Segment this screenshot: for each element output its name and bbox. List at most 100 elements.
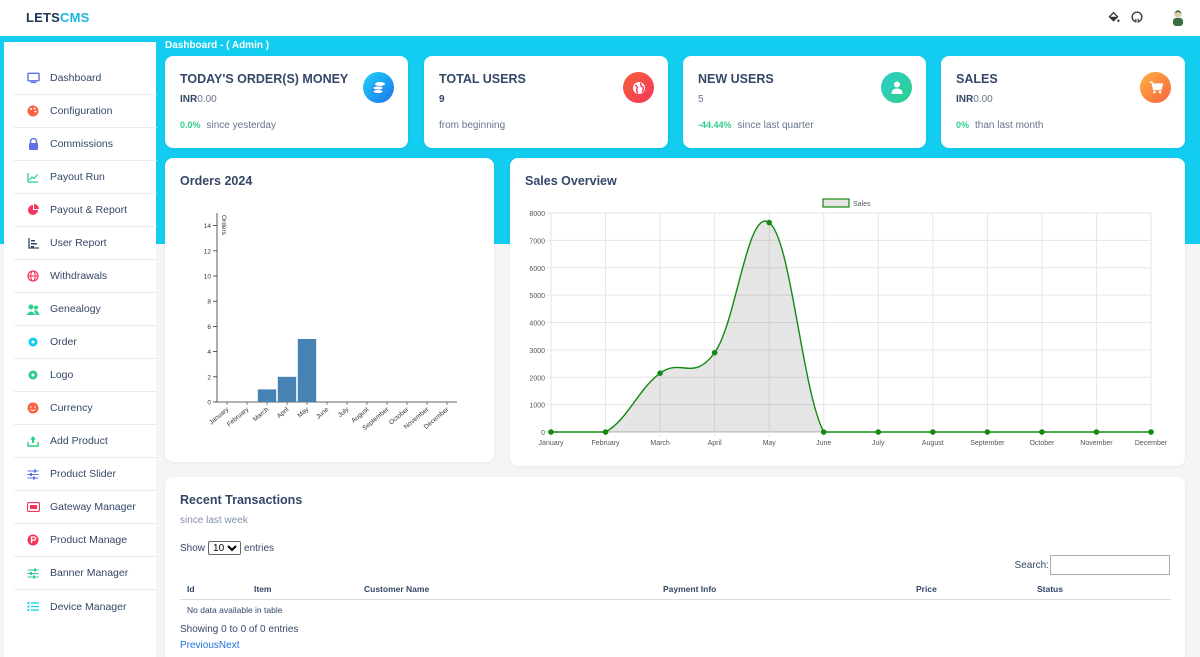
sidebar-item-order[interactable]: Order	[14, 326, 157, 359]
atom-icon	[26, 335, 40, 349]
header-actions	[1106, 8, 1186, 26]
sales-chart-title: Sales Overview	[525, 174, 617, 188]
stat-footer: since last quarter	[737, 120, 814, 131]
column-header-customer-name[interactable]: Customer Name	[357, 579, 656, 600]
entries-select[interactable]: 10	[208, 541, 242, 555]
stat-currency: INR	[956, 94, 974, 105]
data-point	[1093, 429, 1100, 435]
sidebar-item-label: Logo	[50, 369, 74, 381]
sidebar-item-genealogy[interactable]: Genealogy	[14, 293, 157, 326]
sidebar-item-label: Device Manager	[50, 600, 127, 613]
sidebar-item-dashboard[interactable]: Dashboard	[14, 62, 157, 95]
stat-value-line: INR0.00	[180, 94, 217, 105]
y-tick-label: 0	[207, 400, 211, 407]
breadcrumb: Dashboard - ( Admin )	[165, 40, 270, 51]
table-header-row: Id Item Customer Name Payment Info Price…	[180, 579, 1171, 600]
search-control: Search:	[1015, 555, 1170, 575]
column-header-price[interactable]: Price	[909, 579, 1030, 600]
user-avatar[interactable]	[1170, 8, 1186, 26]
y-tick-label: 6	[207, 324, 211, 331]
github-icon[interactable]	[1130, 10, 1144, 24]
palette-icon	[26, 104, 40, 118]
sidebar-item-add-product[interactable]: Add Product	[14, 425, 157, 458]
transactions-subtitle: since last week	[180, 515, 248, 526]
column-header-status[interactable]: Status	[1030, 579, 1171, 600]
x-tick-label: September	[970, 440, 1005, 447]
sidebar-item-label: Order	[50, 336, 77, 348]
previous-page-link[interactable]: Previous	[180, 640, 219, 651]
sidebar-item-label: Commissions	[50, 138, 114, 150]
empty-table-message: No data available in table	[187, 605, 283, 615]
sidebar-item-label: Product Slider	[50, 468, 116, 480]
transactions-table: Id Item Customer Name Payment Info Price…	[180, 579, 1171, 620]
sidebar-item-currency[interactable]: Currency	[14, 392, 157, 425]
legend-label: Sales	[853, 201, 871, 208]
brand-logo[interactable]: LETSCMS	[26, 10, 90, 25]
sidebar-item-user-report[interactable]: User Report	[14, 227, 157, 260]
sidebar-item-label: Dashboard	[50, 72, 102, 84]
data-point	[548, 429, 554, 435]
list-icon	[26, 600, 40, 614]
column-header-payment-info[interactable]: Payment Info	[656, 579, 909, 600]
search-input[interactable]	[1050, 555, 1170, 575]
stat-card-total-users: TOTAL USERS 9 from beginning	[424, 56, 668, 148]
x-tick-label: October	[1029, 440, 1055, 447]
stat-value: 0.00	[973, 94, 993, 105]
sidebar-item-device-manager[interactable]: Device Manager	[14, 590, 157, 623]
stat-title: NEW USERS	[698, 72, 774, 86]
pie-chart-icon	[26, 203, 40, 217]
next-page-link[interactable]: Next	[218, 640, 240, 651]
stat-title: SALES	[956, 72, 998, 86]
y-tick-label: 7000	[529, 238, 545, 245]
sidebar-item-label: Product Manage	[50, 534, 128, 546]
stat-value-line: 9	[439, 94, 445, 105]
x-tick-label: January	[539, 440, 564, 447]
stat-footer-line: -44.44% since last quarter	[698, 120, 814, 131]
sidebar-item-configuration[interactable]: Configuration	[14, 95, 157, 128]
stat-card-new-users: NEW USERS 5 -44.44% since last quarter	[683, 56, 926, 148]
y-tick-label: 12	[204, 248, 212, 255]
globe-icon	[26, 269, 40, 283]
stat-change: 0%	[956, 120, 970, 130]
orders-chart-card: Orders 2024 0 2 4 6 8 10 12 14 Orders January Febr…	[165, 158, 494, 462]
y-tick-label: 3000	[529, 348, 545, 355]
sidebar-item-product-manage[interactable]: Product Manage	[14, 524, 157, 557]
area-fill	[551, 221, 1151, 432]
sidebar-item-label: Add Product	[50, 435, 108, 447]
paint-bucket-icon[interactable]	[1106, 10, 1120, 24]
stat-value: 0.00	[197, 94, 217, 105]
x-tick-label: June	[315, 406, 331, 421]
sidebar-item-logo[interactable]: Logo	[14, 359, 157, 392]
sidebar-item-label: User Report	[50, 237, 107, 249]
bar	[257, 389, 277, 402]
users-icon	[26, 302, 40, 316]
sidebar-item-label: Withdrawals	[50, 270, 108, 282]
sidebar-item-withdrawals[interactable]: Withdrawals	[14, 260, 157, 293]
column-header-item[interactable]: Item	[247, 579, 357, 600]
product-p-icon	[26, 533, 40, 547]
sidebar-item-gateway-manager[interactable]: Gateway Manager	[14, 491, 157, 524]
sidebar-item-payout-run[interactable]: Payout Run	[14, 161, 157, 194]
y-tick-label: 2	[207, 374, 211, 381]
y-axis-label: Orders	[220, 215, 227, 236]
stat-footer: since yesterday	[206, 120, 276, 131]
x-tick-label: April	[276, 406, 291, 420]
transactions-title: Recent Transactions	[180, 493, 303, 507]
stat-value-line: INR0.00	[956, 94, 993, 105]
show-label: Show	[180, 542, 206, 554]
x-tick-label: April	[708, 440, 722, 447]
sidebar: Dashboard Configuration Commissions Payo…	[4, 42, 157, 657]
sidebar-item-commissions[interactable]: Commissions	[14, 128, 157, 161]
data-point	[984, 429, 991, 435]
stat-change: -44.44%	[698, 120, 732, 130]
sidebar-item-banner-manager[interactable]: Banner Manager	[14, 557, 157, 590]
column-header-id[interactable]: Id	[180, 579, 247, 600]
x-tick-label: June	[816, 440, 831, 447]
stat-title: TOTAL USERS	[439, 72, 526, 86]
x-tick-label: July	[872, 440, 885, 447]
stat-card-sales: SALES INR0.00 0% than last month	[941, 56, 1185, 148]
x-tick-label: November	[1080, 440, 1113, 447]
sliders-icon	[26, 566, 40, 580]
sidebar-item-product-slider[interactable]: Product Slider	[14, 458, 157, 491]
sidebar-item-payout-report[interactable]: Payout & Report	[14, 194, 157, 227]
